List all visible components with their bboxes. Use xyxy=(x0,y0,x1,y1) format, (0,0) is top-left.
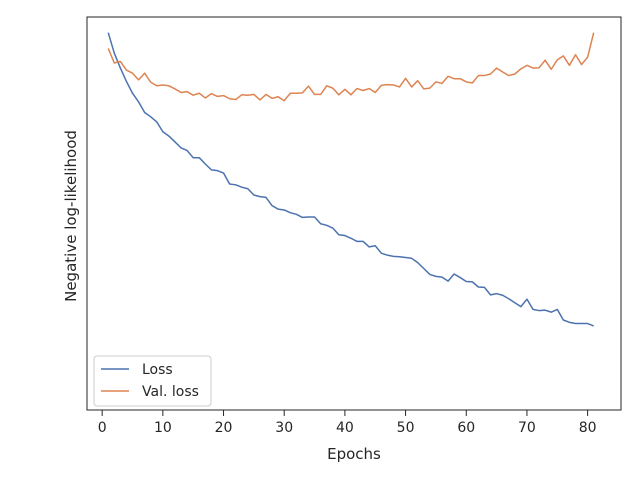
series-layer xyxy=(107,32,595,327)
x-tick-label: 70 xyxy=(518,420,536,436)
plot-frame xyxy=(86,16,622,411)
legend-label-val-loss: Val. loss xyxy=(142,384,199,400)
x-axis-ticks: 0 10 20 30 40 50 60 70 80 xyxy=(98,410,597,436)
legend: Loss Val. loss xyxy=(93,355,212,407)
x-tick-label: 80 xyxy=(579,420,597,436)
x-tick-label: 30 xyxy=(275,420,293,436)
x-tick-label: 40 xyxy=(336,420,354,436)
x-axis-title: Epochs xyxy=(327,445,381,463)
y-axis-title: Negative log-likelihood xyxy=(62,130,80,302)
x-tick-label: 60 xyxy=(457,420,475,436)
x-tick-label: 10 xyxy=(154,420,172,436)
series-line-loss xyxy=(107,32,594,327)
series-line-val-loss xyxy=(107,32,595,102)
x-tick-label: 20 xyxy=(215,420,233,436)
legend-label-loss: Loss xyxy=(142,362,173,378)
x-tick-label: 0 xyxy=(98,420,107,436)
x-tick-label: 50 xyxy=(397,420,415,436)
